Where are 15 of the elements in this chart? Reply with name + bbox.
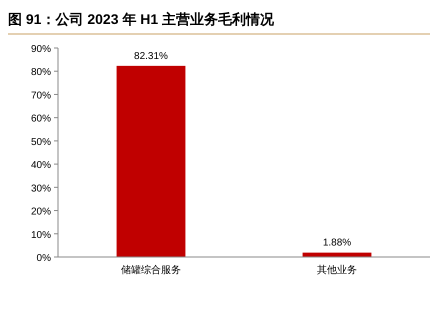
y-tick-label: 20%	[30, 206, 52, 218]
x-tick-label: 储罐综合服务	[121, 264, 181, 276]
y-tick-label: 90%	[30, 44, 52, 55]
y-tick-label: 10%	[30, 230, 52, 241]
y-tick-label: 30%	[30, 183, 52, 194]
x-tick-label: 其他业务	[317, 264, 357, 276]
y-tick-label: 0%	[36, 253, 52, 264]
data-label: 82.31%	[134, 50, 168, 62]
y-tick-label: 60%	[30, 114, 52, 125]
y-tick-label: 40%	[30, 160, 52, 172]
data-label: 1.88%	[322, 238, 352, 249]
y-tick-label: 50%	[30, 136, 52, 148]
y-tick-label: 70%	[30, 90, 52, 102]
chart-title: 图 91：公司 2023 年 H1 主营业务毛利情况	[8, 11, 276, 27]
y-tick-label: 80%	[30, 67, 52, 78]
